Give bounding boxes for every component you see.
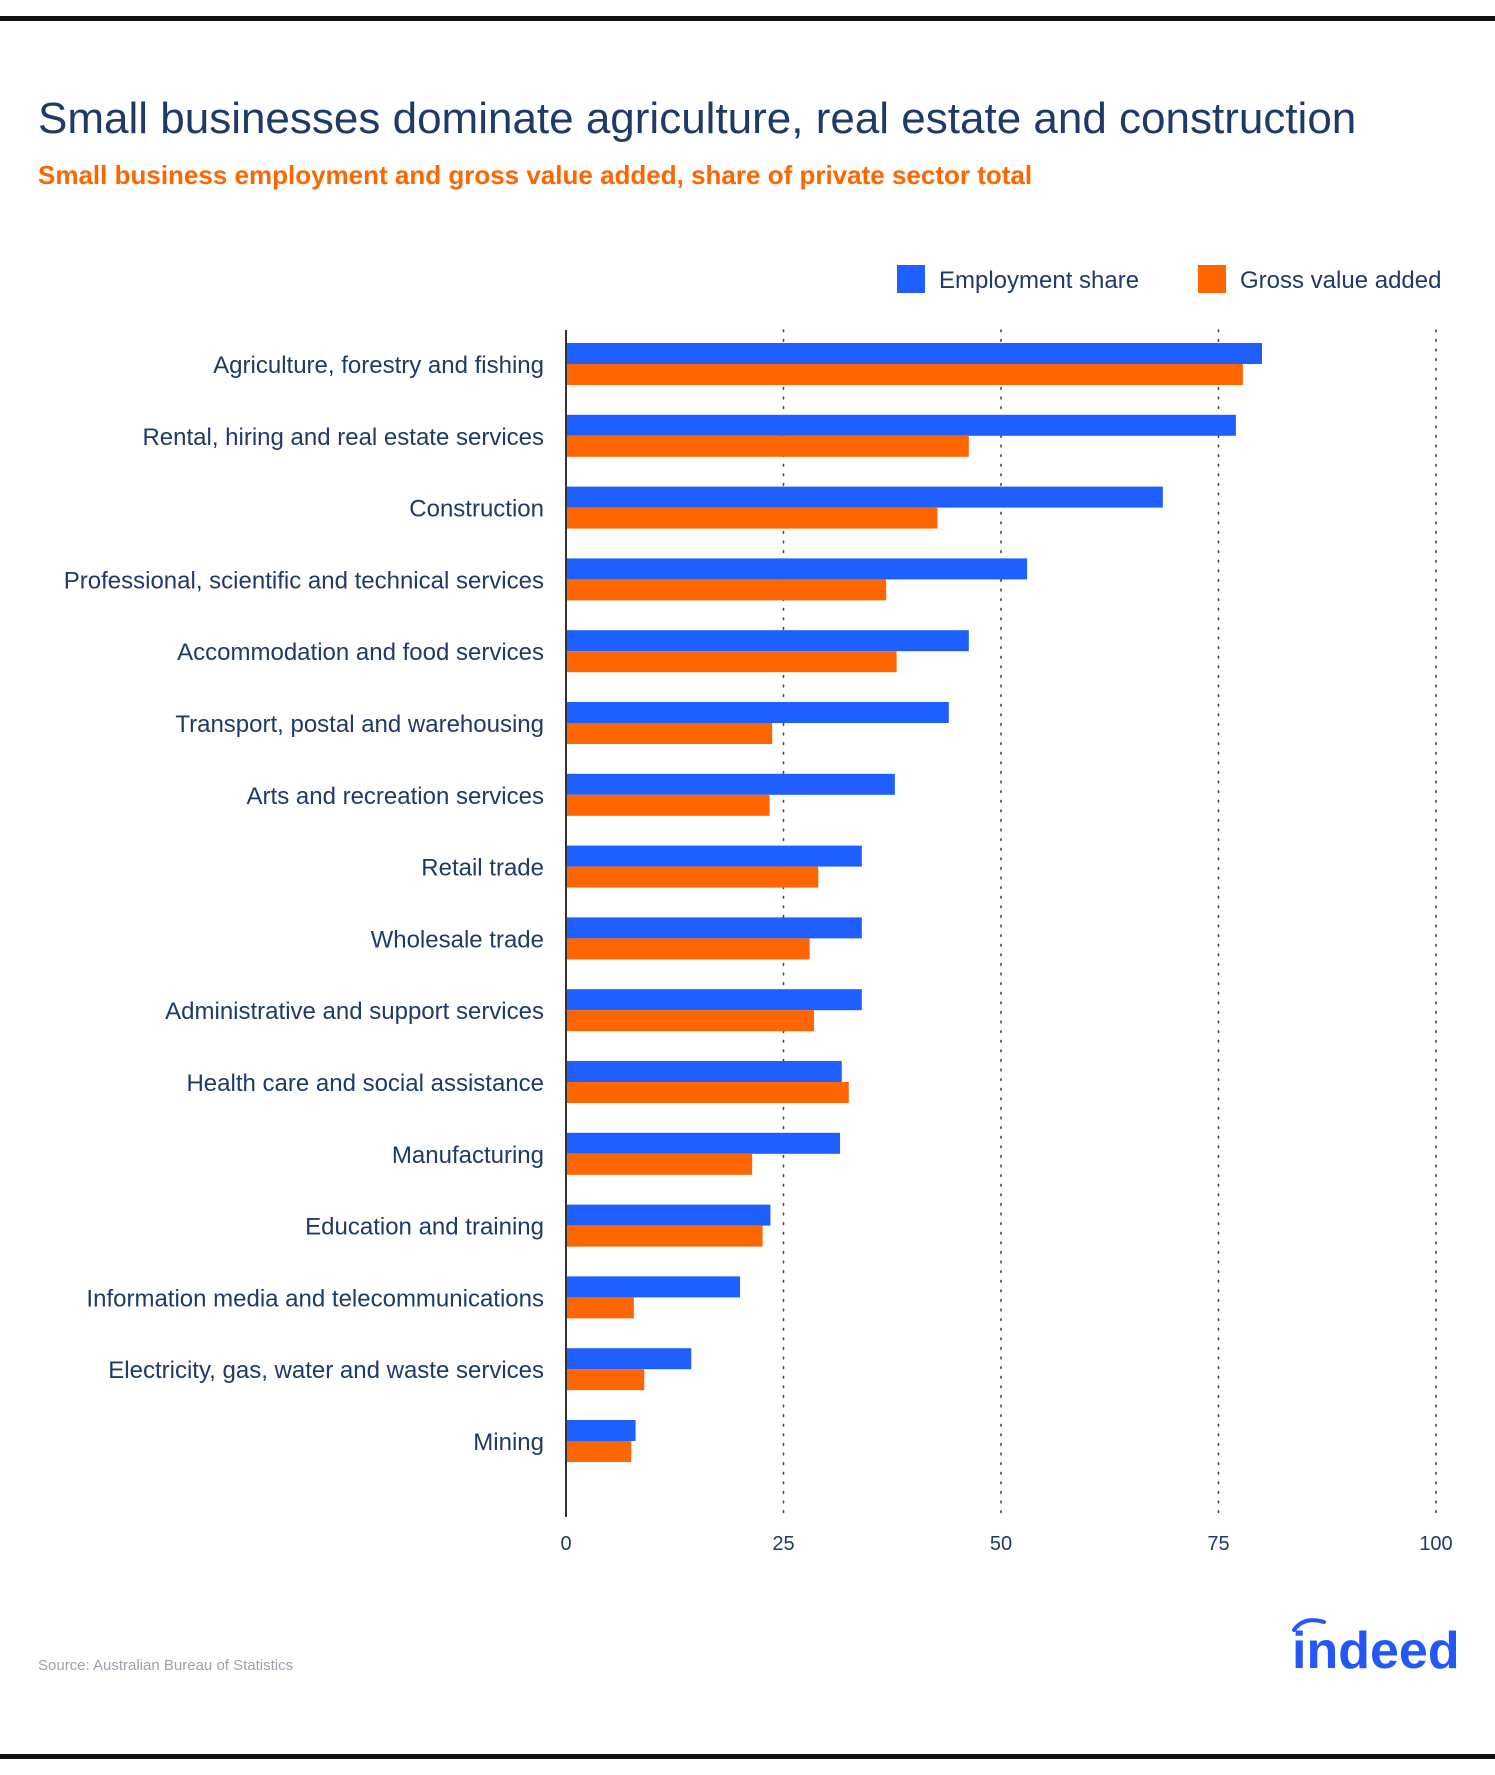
legend-swatch-gva xyxy=(1198,265,1226,293)
x-tick-label: 100 xyxy=(1419,1533,1452,1555)
legend: Employment share Gross value added xyxy=(897,265,1441,294)
category-label: Manufacturing xyxy=(392,1142,544,1169)
gva-bar xyxy=(566,507,938,529)
grid-lines xyxy=(782,329,1437,1518)
gva-bar xyxy=(566,435,969,457)
gva-bar xyxy=(566,651,897,673)
gva-bar xyxy=(566,1297,634,1319)
category-label: Professional, scientific and technical s… xyxy=(64,567,544,594)
x-tick-labels: 0 25 50 75 100 xyxy=(560,1533,1452,1555)
gva-bar xyxy=(566,579,887,601)
category-label: Health care and social assistance xyxy=(186,1070,544,1097)
gva-bar xyxy=(566,723,773,744)
category-label: Arts and recreation services xyxy=(247,783,544,810)
employment-bar xyxy=(566,630,969,652)
employment-bar xyxy=(566,1420,636,1441)
x-tick-label: 0 xyxy=(560,1533,571,1555)
employment-bar xyxy=(566,773,895,795)
employment-bar xyxy=(566,1061,842,1082)
category-label: Construction xyxy=(409,496,544,523)
source-note: Source: Australian Bureau of Statistics xyxy=(38,1657,294,1674)
gva-bar xyxy=(566,1010,814,1032)
employment-bar xyxy=(566,1204,771,1226)
employment-bar xyxy=(566,558,1028,580)
gva-bar xyxy=(566,938,810,960)
employment-bar xyxy=(566,1276,740,1298)
gva-bar xyxy=(566,1441,632,1462)
employment-bar xyxy=(566,702,949,723)
category-label: Transport, postal and warehousing xyxy=(175,711,544,738)
category-label: Accommodation and food services xyxy=(177,639,544,666)
gva-bar xyxy=(566,364,1243,385)
category-label: Mining xyxy=(473,1429,544,1456)
category-label: Agriculture, forestry and fishing xyxy=(213,352,544,379)
x-tick-label: 50 xyxy=(990,1533,1012,1555)
legend-label-employment: Employment share xyxy=(939,267,1139,294)
legend-label-gva: Gross value added xyxy=(1240,267,1441,294)
gva-bar xyxy=(566,1225,763,1247)
legend-swatch-employment xyxy=(897,265,925,293)
gva-bar xyxy=(566,1153,753,1175)
category-label: Rental, hiring and real estate services xyxy=(142,424,544,451)
category-label: Electricity, gas, water and waste servic… xyxy=(108,1357,544,1384)
x-tick-label: 75 xyxy=(1207,1533,1229,1555)
logo-text: indeed xyxy=(1292,1622,1458,1678)
top-rule xyxy=(0,16,1495,21)
employment-bar xyxy=(566,989,862,1011)
gva-bar xyxy=(566,794,770,816)
gva-bar xyxy=(566,866,819,888)
gva-bar xyxy=(566,1082,849,1103)
employment-bar xyxy=(566,414,1236,436)
employment-bar xyxy=(566,1132,841,1154)
bars xyxy=(566,343,1262,1462)
bottom-rule xyxy=(0,1754,1495,1759)
category-label: Administrative and support services xyxy=(165,998,544,1025)
indeed-logo: indeed xyxy=(1292,1618,1458,1678)
employment-bar xyxy=(566,845,862,867)
category-label: Education and training xyxy=(305,1214,544,1241)
chart-subtitle: Small business employment and gross valu… xyxy=(38,160,1033,190)
category-label: Wholesale trade xyxy=(371,926,544,953)
employment-bar xyxy=(566,486,1163,508)
x-tick-label: 25 xyxy=(772,1533,794,1555)
category-labels: Agriculture, forestry and fishing Rental,… xyxy=(64,352,544,1456)
gva-bar xyxy=(566,1369,645,1391)
employment-bar xyxy=(566,917,862,939)
chart-title: Small businesses dominate agriculture, r… xyxy=(38,94,1357,143)
employment-bar xyxy=(566,343,1262,364)
employment-bar xyxy=(566,1348,692,1370)
category-label: Information media and telecommunications xyxy=(86,1285,544,1312)
category-label: Retail trade xyxy=(421,855,544,882)
